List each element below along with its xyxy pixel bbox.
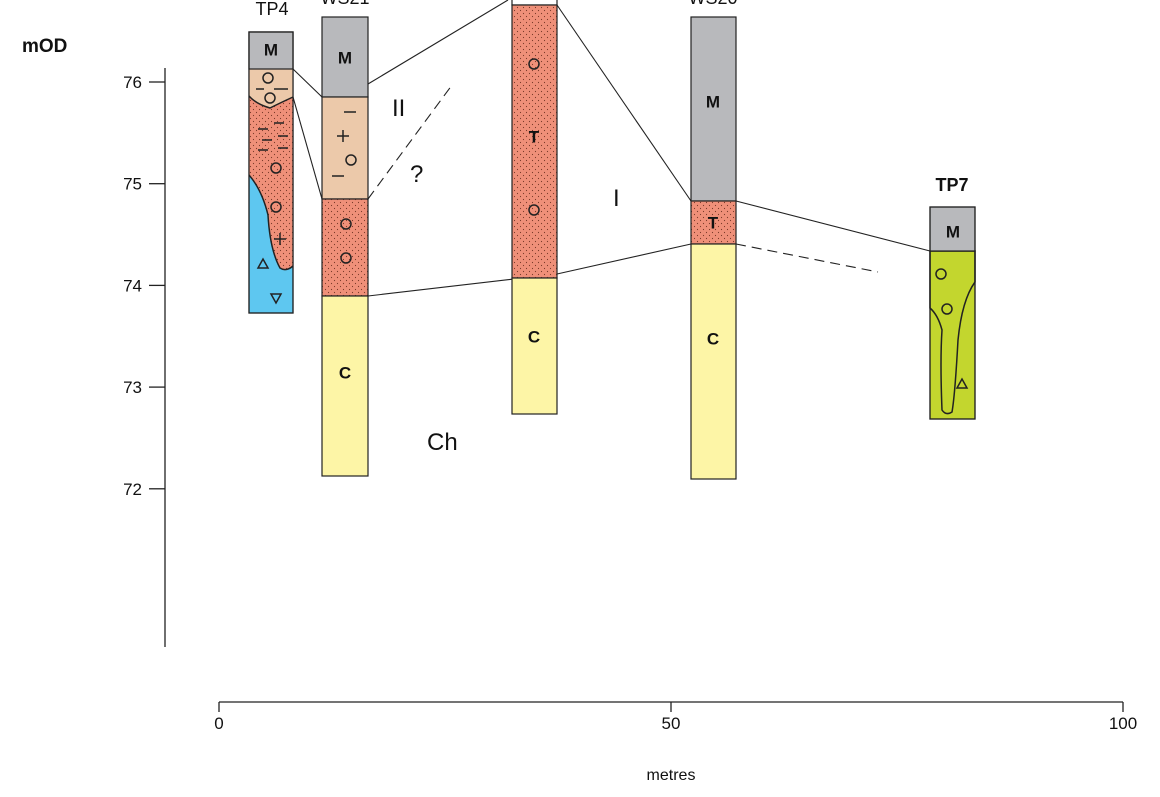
y-tick-label: 75 (123, 175, 142, 194)
borehole-label: TP7 (935, 175, 968, 195)
x-tick-label: 0 (214, 714, 223, 733)
layer-label: C (707, 329, 719, 348)
y-tick-label: 74 (123, 276, 142, 295)
correlation-line (293, 69, 322, 97)
borehole: M TP7 (930, 175, 975, 419)
layer-label: M (946, 222, 960, 241)
correlation-line (368, 0, 508, 84)
layer (691, 244, 736, 479)
borehole-label: WS21 (320, 0, 369, 8)
y-tick-label: 76 (123, 73, 142, 92)
borehole-label: WS20 (688, 0, 737, 8)
borehole: M C WS21 (320, 0, 369, 476)
correlation-line (293, 97, 322, 199)
section-diagram: mOD metres 76 75 74 73 72 0 50 100 M TP4 (0, 0, 1160, 797)
annotation: Ch (427, 429, 458, 456)
y-tick-label: 72 (123, 480, 142, 499)
layer-label: T (708, 213, 719, 232)
layer (322, 199, 368, 296)
layer-label: C (528, 327, 540, 346)
borehole: T C (512, 0, 557, 414)
layer-label: M (338, 48, 352, 67)
x-tick-label: 50 (662, 714, 681, 733)
borehole: M TP4 (249, 0, 293, 313)
layer (322, 296, 368, 476)
x-axis-title: metres (647, 767, 696, 784)
borehole: M T C WS20 (688, 0, 737, 479)
layer-label: M (706, 92, 720, 111)
annotation: II (392, 95, 405, 122)
layer-label: C (339, 363, 351, 382)
correlation-lines (293, 0, 930, 296)
correlation-line (736, 201, 930, 251)
x-tick-label: 100 (1109, 714, 1137, 733)
layer-label: T (529, 127, 540, 146)
inferred-line (736, 244, 878, 272)
borehole-label: TP4 (255, 0, 288, 19)
correlation-line (557, 5, 691, 201)
layer-label: M (264, 40, 278, 59)
y-axis-title: mOD (22, 36, 67, 57)
annotation: I (613, 185, 620, 212)
layer (512, 0, 557, 5)
y-tick-label: 73 (123, 378, 142, 397)
annotation: ? (410, 161, 423, 188)
